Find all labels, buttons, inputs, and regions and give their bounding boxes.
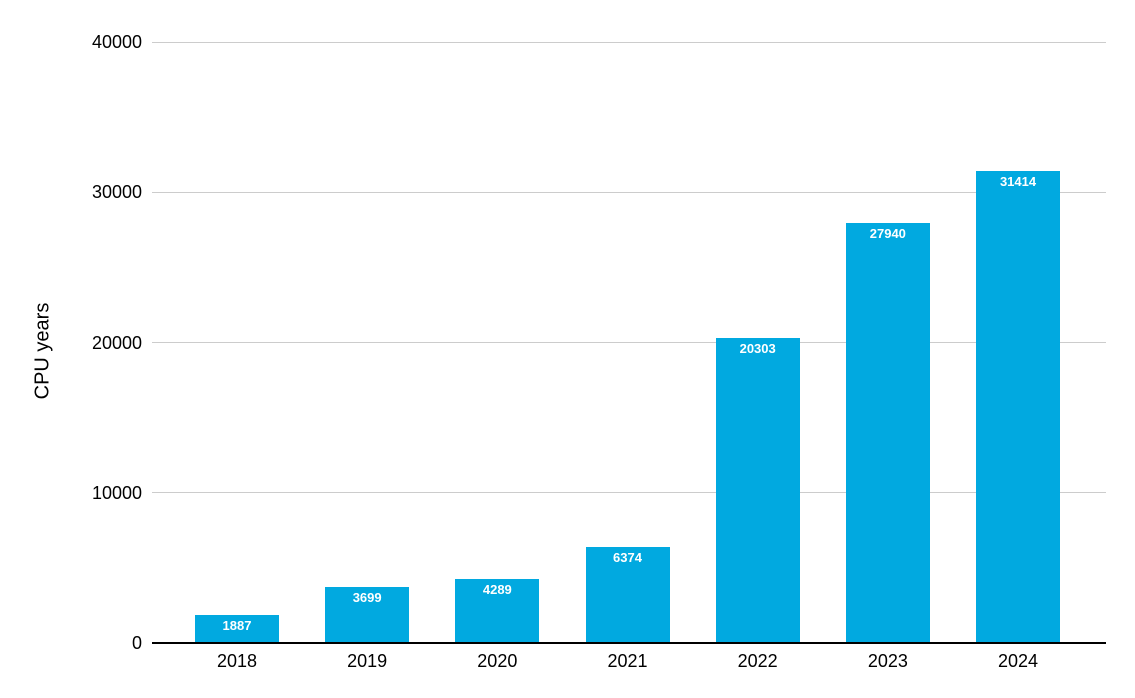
x-tick-label-2020: 2020 (477, 651, 518, 671)
bar-value-label: 31414 (999, 174, 1037, 190)
x-tick-label-2018: 2018 (216, 651, 258, 671)
y-axis-ticks: 0 10000 20000 30000 40000 (0, 33, 142, 652)
gridline-40000 (152, 41, 1106, 43)
y-tick-label-40000: 40000 (91, 32, 142, 52)
gridline-20000 (152, 342, 1106, 343)
bar-value-label: 3699 (352, 590, 382, 606)
gridline-30000 (152, 191, 1106, 193)
bar-value-label: 20303 (739, 340, 776, 356)
bar-2018[interactable]: 1887 (195, 614, 279, 643)
y-tick-label-10000: 10000 (91, 482, 142, 503)
x-tick-label-2023: 2023 (867, 651, 908, 671)
y-tick-label-0: 0 (131, 633, 142, 653)
x-tick-label-2019: 2019 (347, 651, 388, 671)
gridline-10000 (152, 492, 1106, 494)
bar-2022[interactable]: 20303 (715, 337, 800, 643)
bar-2024[interactable]: 31414 (976, 171, 1061, 643)
x-axis-labels: 2018 2019 2020 2021 2022 2023 2024 (152, 652, 1106, 676)
x-tick-label-2024: 2024 (997, 651, 1039, 671)
bar-2023[interactable]: 27940 (845, 223, 930, 643)
bar-2020[interactable]: 4289 (455, 578, 540, 643)
bar-2021[interactable]: 6374 (585, 547, 670, 643)
y-tick-label-20000: 20000 (91, 332, 142, 353)
x-axis-line (152, 642, 1106, 644)
plot-area: 1887 3699 4289 6374 20303 27940 31414 (152, 41, 1106, 644)
x-tick-label-2022: 2022 (737, 651, 778, 671)
bar-value-label: 4289 (482, 581, 512, 597)
bar-value-label: 6374 (613, 550, 642, 566)
x-tick-label-2021: 2021 (607, 651, 648, 671)
y-tick-label-30000: 30000 (91, 182, 142, 203)
bar-value-label: 27940 (869, 226, 906, 242)
bar-2019[interactable]: 3699 (325, 587, 410, 643)
bar-value-label: 1887 (222, 617, 252, 633)
